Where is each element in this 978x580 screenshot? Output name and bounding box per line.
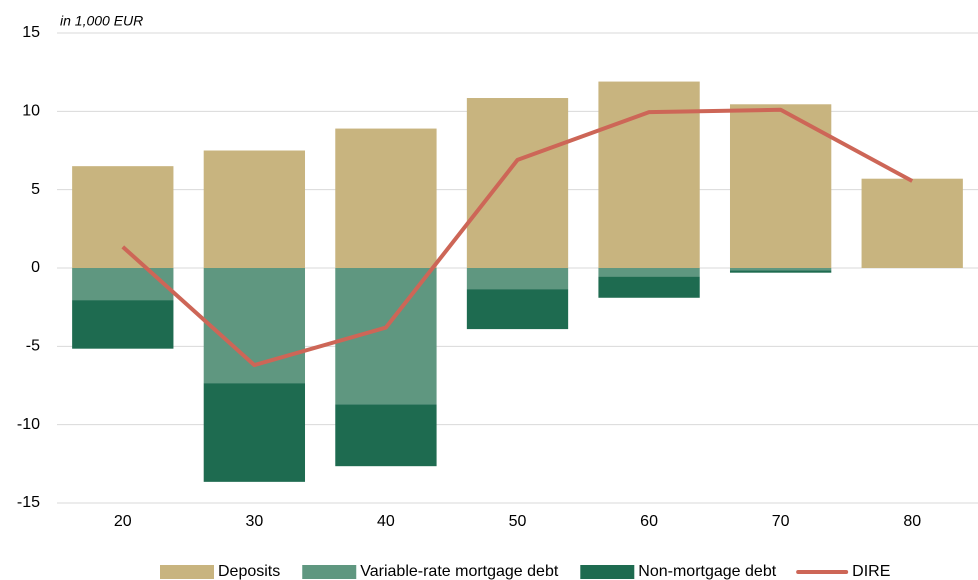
legend-item: DIRE [796, 563, 890, 580]
y-tick-label: 10 [22, 103, 40, 120]
legend-label: Deposits [218, 563, 280, 580]
legend-item: Non-mortgage debt [580, 563, 777, 580]
legend-swatch [160, 565, 214, 579]
bar [598, 276, 700, 298]
bar [729, 268, 832, 271]
bar [203, 383, 306, 482]
bar [466, 289, 569, 330]
bar [729, 104, 832, 269]
bar [335, 404, 437, 467]
bar [729, 270, 832, 273]
legend-label: DIRE [852, 563, 890, 580]
x-tick-label: 80 [903, 513, 921, 530]
legend-item: Deposits [160, 563, 280, 580]
bar [72, 166, 174, 268]
legend-item: Variable-rate mortgage debt [302, 563, 559, 580]
bar [203, 150, 306, 268]
x-tick-label: 30 [245, 513, 263, 530]
legend-swatch [580, 565, 635, 579]
bar [598, 268, 700, 277]
y-tick-label: 5 [31, 181, 40, 198]
bar [72, 268, 174, 301]
bar [466, 268, 569, 290]
y-tick-label: 15 [22, 24, 40, 41]
line-series [121, 107, 914, 368]
bar [72, 300, 174, 349]
bar [466, 98, 569, 269]
bar [861, 178, 963, 268]
y-tick-label: -10 [17, 416, 40, 433]
x-tick-label: 50 [509, 513, 527, 530]
legend-label: Non-mortgage debt [638, 563, 776, 580]
y-tick-label: -15 [17, 494, 40, 511]
legend-label: Variable-rate mortgage debt [360, 563, 559, 580]
y-tick-label: -5 [26, 338, 40, 355]
x-tick-label: 20 [114, 513, 132, 530]
x-tick-label: 60 [640, 513, 658, 530]
bar [335, 128, 437, 268]
x-tick-label: 40 [377, 513, 395, 530]
unit-annotation: in 1,000 EUR [60, 13, 143, 29]
y-tick-label: 0 [31, 259, 40, 276]
legend-swatch [302, 565, 357, 579]
x-tick-label: 70 [772, 513, 790, 530]
